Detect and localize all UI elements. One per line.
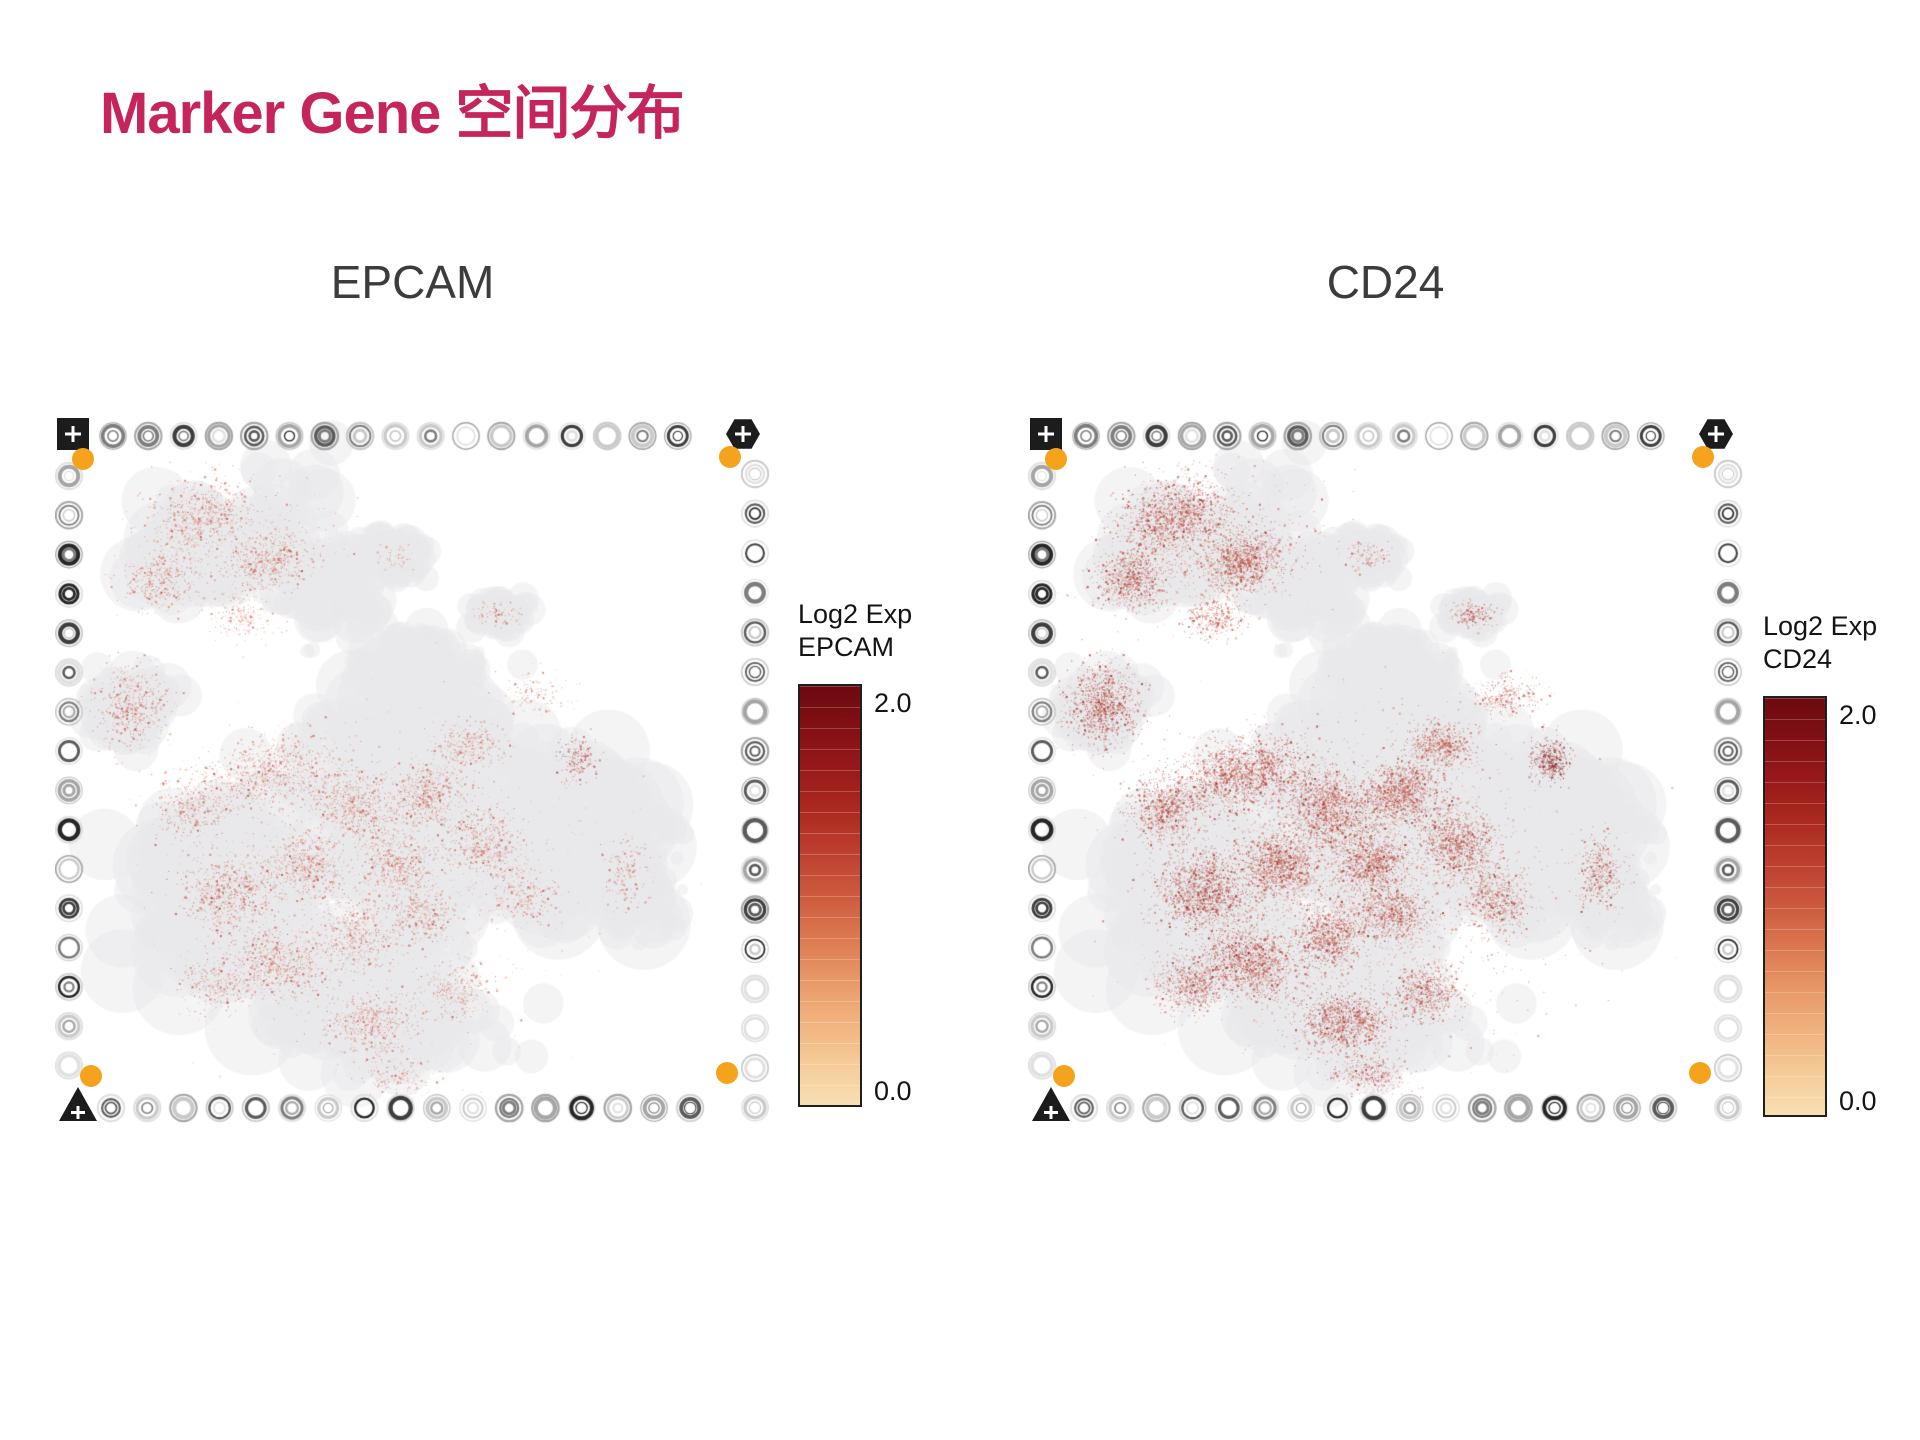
fiducial-orange-dot (719, 446, 741, 468)
cd24-spatial-canvas (1028, 420, 1743, 1125)
fiducial-triangle-marker-icon (59, 1087, 97, 1121)
spatial-plot-epcam (55, 418, 770, 1125)
colorbar-max-tick: 2.0 (874, 687, 912, 718)
colorbar-label-line2: CD24 (1763, 643, 1833, 674)
fiducial-orange-dot (1045, 448, 1067, 470)
colorbar-label-epcam: Log2 Exp EPCAM (798, 598, 968, 664)
fiducial-orange-dot (1689, 1062, 1711, 1084)
colorbar-min-tick: 0.0 (1839, 1085, 1877, 1116)
panel-title-epcam: EPCAM (330, 256, 495, 308)
panel-title-cd24: CD24 (1326, 256, 1445, 308)
colorbar-label-cd24: Log2 Exp CD24 (1763, 610, 1920, 676)
fiducial-hexagon-marker-icon (1699, 419, 1733, 449)
colorbar-label-line2: EPCAM (798, 631, 895, 662)
colorbar-min-tick: 0.0 (874, 1075, 912, 1106)
fiducial-orange-dot (1053, 1065, 1075, 1087)
spatial-plot-cd24 (1028, 418, 1743, 1125)
fiducial-square-marker-icon (57, 418, 89, 450)
fiducial-triangle-marker-icon (1032, 1087, 1070, 1121)
colorbar-cd24: Log2 Exp CD24 2.0 0.0 (1763, 610, 1920, 1123)
fiducial-orange-dot (72, 448, 94, 470)
colorbar-label-line1: Log2 Exp (798, 599, 913, 629)
fiducial-hexagon-marker-icon (726, 419, 760, 449)
colorbar-gradient-cd24 (1763, 695, 1827, 1117)
colorbar-gradient-epcam (798, 683, 862, 1107)
fiducial-orange-dot (1692, 446, 1714, 468)
colorbar-max-tick: 2.0 (1839, 699, 1877, 730)
fiducial-orange-dot (80, 1065, 102, 1087)
colorbar-epcam: Log2 Exp EPCAM 2.0 0.0 (798, 598, 968, 1113)
colorbar-label-line1: Log2 Exp (1763, 611, 1878, 641)
fiducial-orange-dot (716, 1062, 738, 1084)
fiducial-square-marker-icon (1030, 418, 1062, 450)
epcam-spatial-canvas (55, 420, 770, 1125)
page-title: Marker Gene 空间分布 (100, 81, 685, 146)
